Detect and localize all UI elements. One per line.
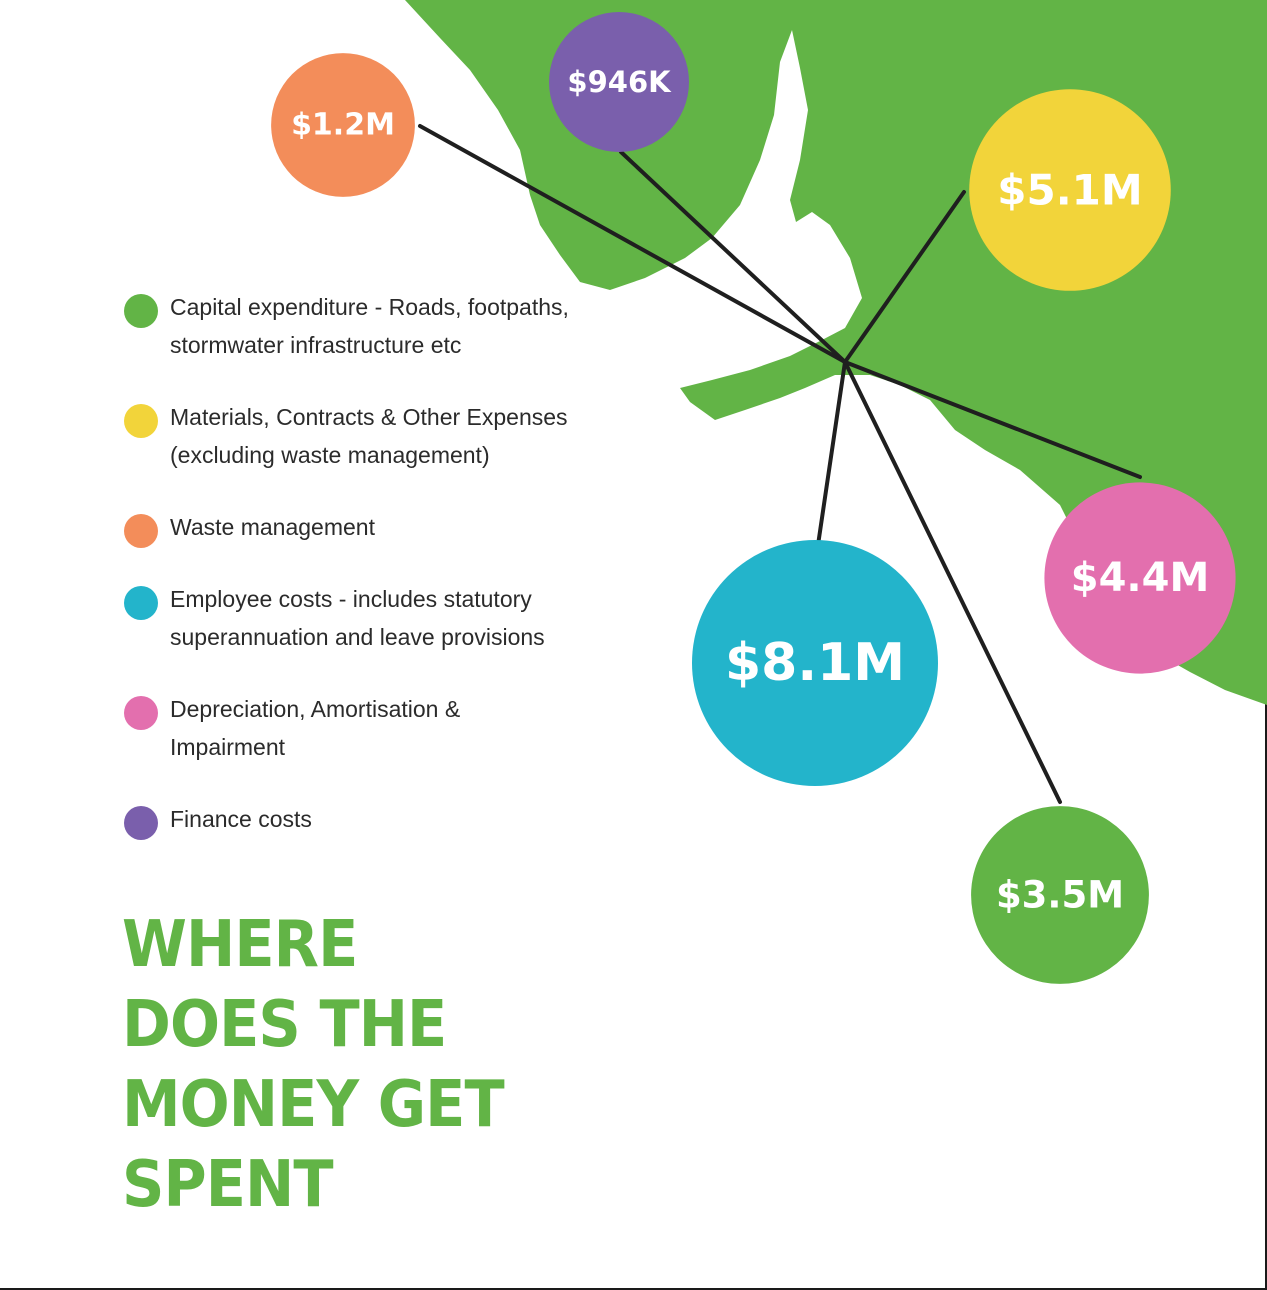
bubble-label-depreciation: $4.4M: [1071, 555, 1210, 601]
leader-line-employee: [816, 360, 847, 547]
leader-line-capital: [843, 360, 1062, 804]
leader-line-depreciation: [843, 360, 1142, 479]
bubble-capital: [971, 806, 1149, 984]
leader-line-finance: [619, 150, 847, 364]
bubble-label-materials: $5.1M: [997, 166, 1142, 215]
legend-item-depreciation: Depreciation, Amortisation & Impairment: [120, 690, 660, 766]
legend-dot-materials: [124, 404, 158, 438]
page-title: WHERE DOES THE MONEY GET SPENT: [122, 908, 505, 1222]
legend-dot-waste: [124, 514, 158, 548]
legend-item-finance: Finance costs: [120, 800, 660, 840]
legend-label-materials: Materials, Contracts & Other Expenses (e…: [170, 404, 568, 468]
leader-line-waste: [418, 124, 847, 364]
bubble-label-capital: $3.5M: [996, 874, 1124, 917]
legend-label-employee: Employee costs - includes statutory supe…: [170, 586, 545, 650]
bubble-depreciation: [1044, 482, 1236, 674]
legend-item-waste: Waste management: [120, 508, 660, 548]
leader-line-materials: [843, 190, 966, 364]
legend-label-depreciation: Depreciation, Amortisation & Impairment: [170, 696, 461, 760]
bubble-finance: [549, 12, 689, 152]
bubble-materials: [969, 89, 1171, 291]
legend-dot-finance: [124, 806, 158, 840]
bubble-label-finance: $946K: [567, 65, 672, 99]
legend-dot-employee: [124, 586, 158, 620]
legend-label-waste: Waste management: [170, 514, 375, 540]
legend-dot-depreciation: [124, 696, 158, 730]
bubble-label-waste: $1.2M: [291, 108, 395, 143]
legend-label-capital: Capital expenditure - Roads, footpaths, …: [170, 294, 569, 358]
legend-item-capital: Capital expenditure - Roads, footpaths, …: [120, 288, 660, 364]
legend-item-materials: Materials, Contracts & Other Expenses (e…: [120, 398, 660, 474]
legend-item-employee: Employee costs - includes statutory supe…: [120, 580, 660, 656]
bubble-waste: [271, 53, 415, 197]
legend: Capital expenditure - Roads, footpaths, …: [120, 288, 660, 872]
legend-dot-capital: [124, 294, 158, 328]
bubble-label-employee: $8.1M: [725, 633, 905, 693]
bubble-employee: [692, 540, 938, 786]
legend-label-finance: Finance costs: [170, 806, 312, 832]
